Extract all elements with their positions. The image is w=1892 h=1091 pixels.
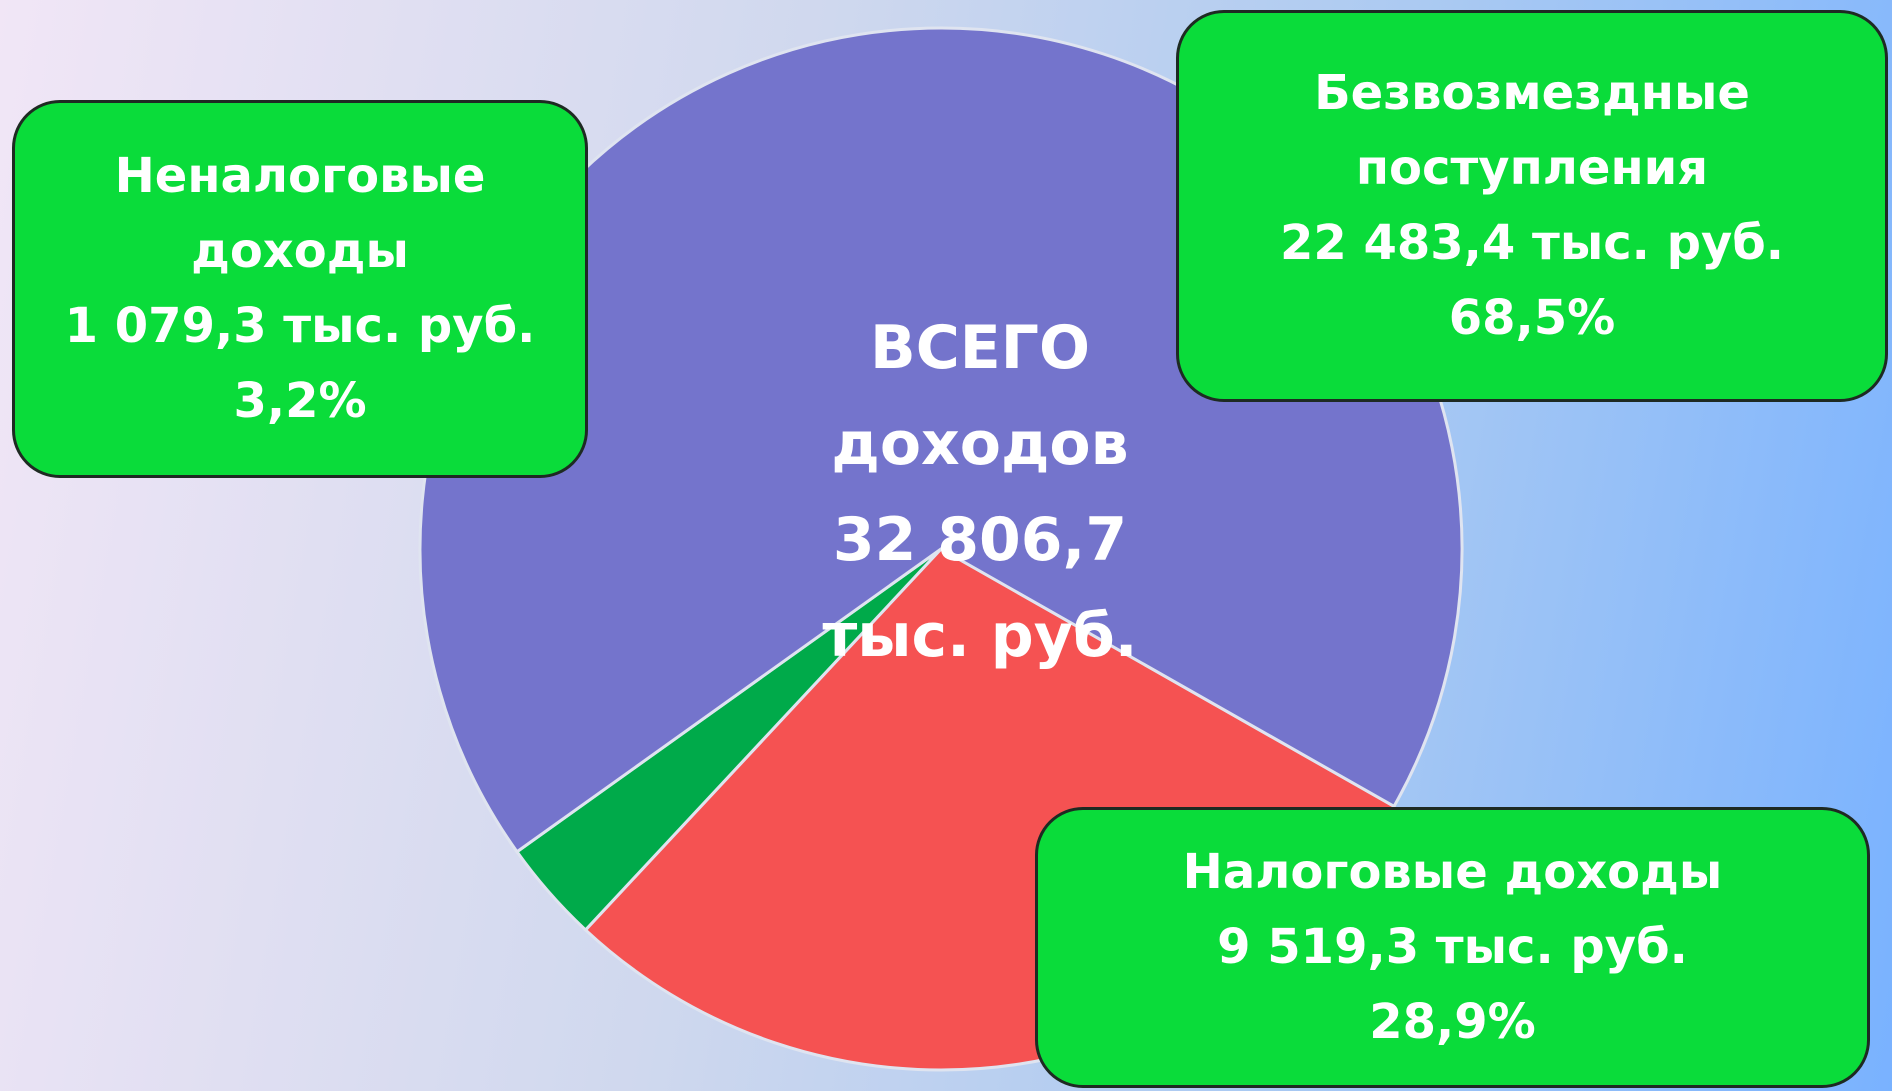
slice-label: Налоговые доходы 9 519,3 тыс. руб. 28,9%: [1035, 807, 1870, 1088]
slice-label: Неналоговые доходы 1 079,3 тыс. руб. 3,2%: [12, 100, 588, 478]
value-label: 68,5%: [1448, 290, 1616, 346]
value-label: 28,9%: [1369, 994, 1536, 1050]
amount-label: 1 079,3 тыс. руб.: [64, 298, 536, 354]
category-name: Неналоговые доходы: [114, 148, 486, 279]
total-line: 32 806,7: [832, 505, 1128, 575]
total-line: тыс. руб.: [822, 601, 1138, 671]
total-line: ВСЕГО: [870, 313, 1090, 383]
value-label: 3,2%: [233, 373, 367, 429]
amount-label: 22 483,4 тыс. руб.: [1279, 215, 1785, 271]
total-line: доходов: [831, 409, 1129, 479]
amount-label: 9 519,3 тыс. руб.: [1217, 919, 1688, 975]
category-name: Налоговые доходы: [1182, 844, 1723, 900]
slice-label: Безвозмездные поступления 22 483,4 тыс. р…: [1176, 10, 1888, 402]
category-name: Безвозмездные поступления: [1314, 65, 1750, 196]
total: ВСЕГО доходов 32 806,7 тыс. руб.: [780, 300, 1180, 684]
